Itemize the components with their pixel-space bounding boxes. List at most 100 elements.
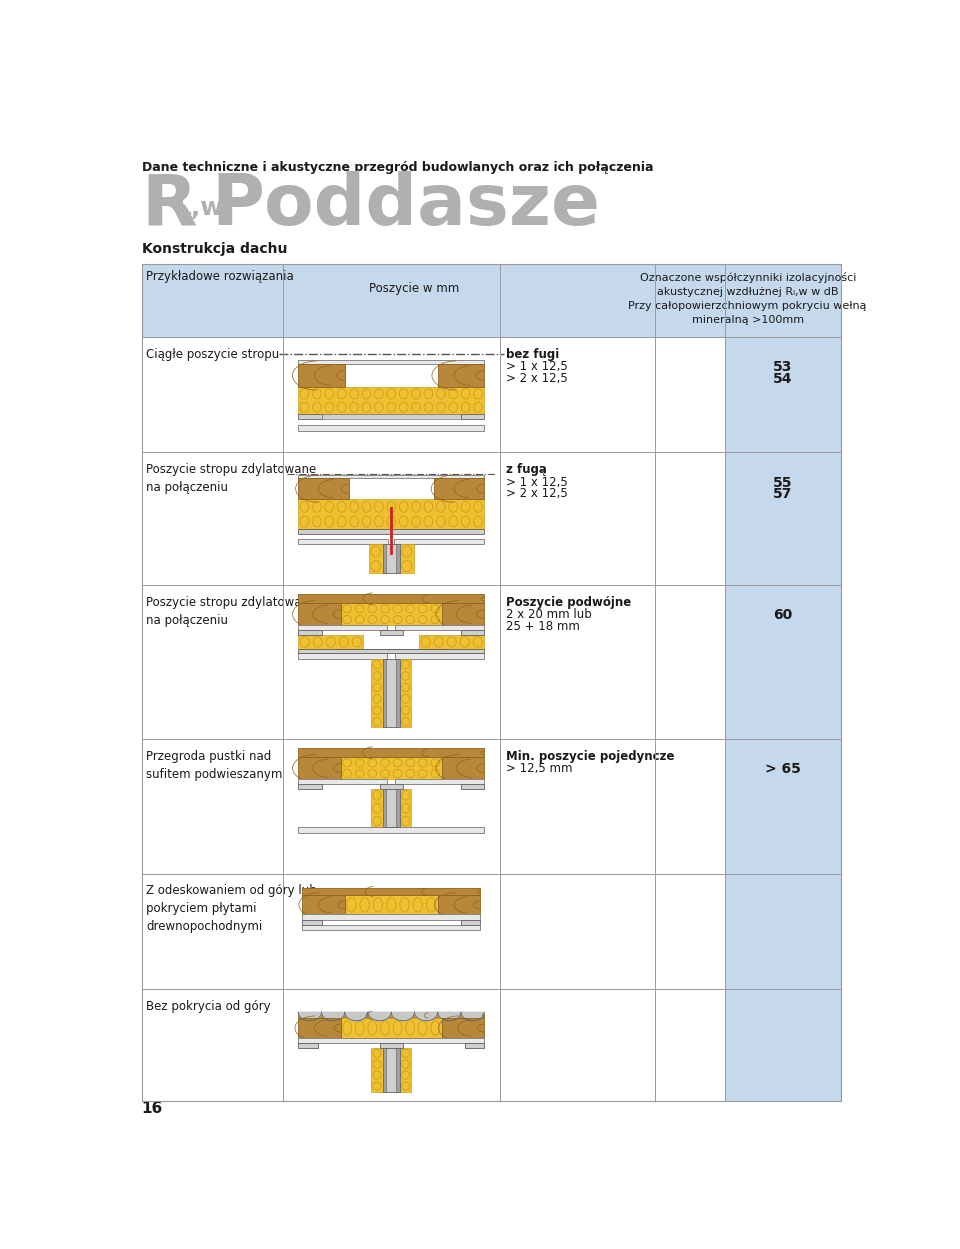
Text: Oznaczone współczynniki izolacyjności
akustycznej wzdłużnej Rₗ,w w dB
Przy całop: Oznaczone współczynniki izolacyjności ak… bbox=[629, 271, 867, 325]
Text: 53: 53 bbox=[773, 360, 792, 375]
Bar bbox=[461, 919, 480, 924]
Bar bbox=[725, 337, 841, 452]
Bar bbox=[396, 545, 399, 573]
Bar bbox=[299, 363, 345, 387]
Text: Ciągłe poszycie stropu: Ciągłe poszycie stropu bbox=[146, 347, 279, 361]
Bar bbox=[379, 1043, 403, 1048]
Bar bbox=[396, 653, 484, 659]
Bar bbox=[442, 1018, 484, 1038]
Text: Dane techniczne i akustyczne przegród budowlanych oraz ich połączenia: Dane techniczne i akustyczne przegród bu… bbox=[142, 161, 653, 175]
Bar bbox=[383, 789, 386, 828]
Polygon shape bbox=[322, 1012, 345, 1020]
Text: > 2 x 12,5: > 2 x 12,5 bbox=[506, 372, 567, 385]
Bar bbox=[299, 634, 363, 648]
Bar bbox=[341, 603, 442, 624]
Polygon shape bbox=[461, 1012, 484, 1020]
Bar bbox=[299, 828, 484, 833]
Bar bbox=[369, 545, 383, 573]
Bar bbox=[420, 634, 484, 648]
Bar bbox=[345, 363, 438, 387]
Bar bbox=[461, 631, 484, 634]
Bar bbox=[142, 585, 841, 739]
Text: > 12,5 mm: > 12,5 mm bbox=[506, 762, 572, 776]
Text: Poszycie stropu zdylatowane
na połączeniu: Poszycie stropu zdylatowane na połączeni… bbox=[146, 463, 317, 495]
Bar bbox=[396, 1048, 399, 1092]
Text: Bez pokrycia od góry: Bez pokrycia od góry bbox=[146, 1000, 271, 1013]
Bar bbox=[725, 452, 841, 585]
Text: > 1 x 12,5: > 1 x 12,5 bbox=[506, 360, 567, 373]
Bar bbox=[299, 748, 484, 757]
Bar bbox=[379, 784, 403, 789]
Bar bbox=[299, 500, 484, 528]
Bar bbox=[142, 989, 841, 1100]
Bar bbox=[299, 425, 484, 431]
Bar bbox=[399, 1048, 412, 1092]
Bar bbox=[372, 789, 383, 828]
Bar bbox=[396, 624, 484, 631]
Text: z fugą: z fugą bbox=[506, 463, 547, 476]
Text: R: R bbox=[142, 171, 198, 241]
Bar bbox=[322, 413, 461, 418]
Bar bbox=[348, 478, 434, 500]
Bar bbox=[383, 789, 399, 828]
Text: Przykładowe rozwiązania: Przykładowe rozwiązania bbox=[146, 270, 294, 284]
Polygon shape bbox=[345, 1012, 368, 1020]
Bar bbox=[302, 888, 480, 896]
Polygon shape bbox=[415, 1012, 438, 1020]
Text: 54: 54 bbox=[773, 372, 792, 386]
Bar bbox=[299, 784, 322, 789]
Bar bbox=[302, 896, 345, 914]
Bar bbox=[383, 1048, 386, 1092]
Bar bbox=[725, 874, 841, 989]
Bar bbox=[142, 264, 841, 337]
Bar bbox=[302, 914, 480, 919]
Bar bbox=[142, 452, 841, 585]
Bar bbox=[299, 360, 484, 363]
Bar bbox=[142, 874, 841, 989]
Bar bbox=[399, 659, 412, 727]
Polygon shape bbox=[368, 1012, 392, 1020]
Bar bbox=[299, 653, 388, 659]
Text: Z odeskowaniem od góry lub
pokryciem płytami
drewnopochodnymi: Z odeskowaniem od góry lub pokryciem pły… bbox=[146, 884, 317, 933]
Bar bbox=[299, 757, 341, 779]
Bar bbox=[302, 924, 480, 931]
Bar bbox=[442, 603, 484, 624]
Bar bbox=[299, 603, 341, 624]
Text: Min. poszycie pojedyncze: Min. poszycie pojedyncze bbox=[506, 749, 675, 763]
Bar bbox=[396, 659, 399, 727]
Bar bbox=[372, 1048, 383, 1092]
Text: > 2 x 12,5: > 2 x 12,5 bbox=[506, 487, 567, 500]
Bar bbox=[142, 264, 841, 1100]
Bar bbox=[299, 413, 322, 418]
Text: > 65: > 65 bbox=[765, 762, 801, 776]
Text: L,w: L,w bbox=[176, 196, 225, 220]
Bar bbox=[142, 739, 841, 874]
Bar bbox=[396, 789, 399, 828]
Bar bbox=[399, 545, 414, 573]
Polygon shape bbox=[438, 1012, 461, 1020]
Bar bbox=[299, 624, 388, 631]
Text: 55: 55 bbox=[773, 476, 792, 490]
Text: Poszycie podwójne: Poszycie podwójne bbox=[506, 596, 632, 608]
Text: Przegroda pustki nad
sufitem podwieszanym: Przegroda pustki nad sufitem podwieszany… bbox=[146, 749, 283, 781]
Text: bez fugi: bez fugi bbox=[506, 347, 559, 361]
Bar bbox=[299, 475, 484, 478]
Bar bbox=[341, 757, 442, 779]
Bar bbox=[299, 1038, 484, 1043]
Text: 25 + 18 mm: 25 + 18 mm bbox=[506, 620, 580, 632]
Bar bbox=[299, 538, 388, 545]
Bar bbox=[438, 896, 480, 914]
Bar bbox=[299, 387, 484, 413]
Bar bbox=[442, 757, 484, 779]
Bar bbox=[438, 363, 484, 387]
Polygon shape bbox=[299, 1012, 322, 1020]
Bar bbox=[725, 585, 841, 739]
Bar bbox=[383, 659, 386, 727]
Bar bbox=[299, 648, 484, 653]
Bar bbox=[299, 631, 322, 634]
Bar bbox=[142, 337, 841, 452]
Text: Poddasze: Poddasze bbox=[211, 171, 600, 241]
Bar bbox=[383, 1048, 399, 1092]
Text: Poszycie stropu zdylatowane
na połączeniu: Poszycie stropu zdylatowane na połączeni… bbox=[146, 596, 317, 627]
Text: 16: 16 bbox=[142, 1100, 163, 1115]
